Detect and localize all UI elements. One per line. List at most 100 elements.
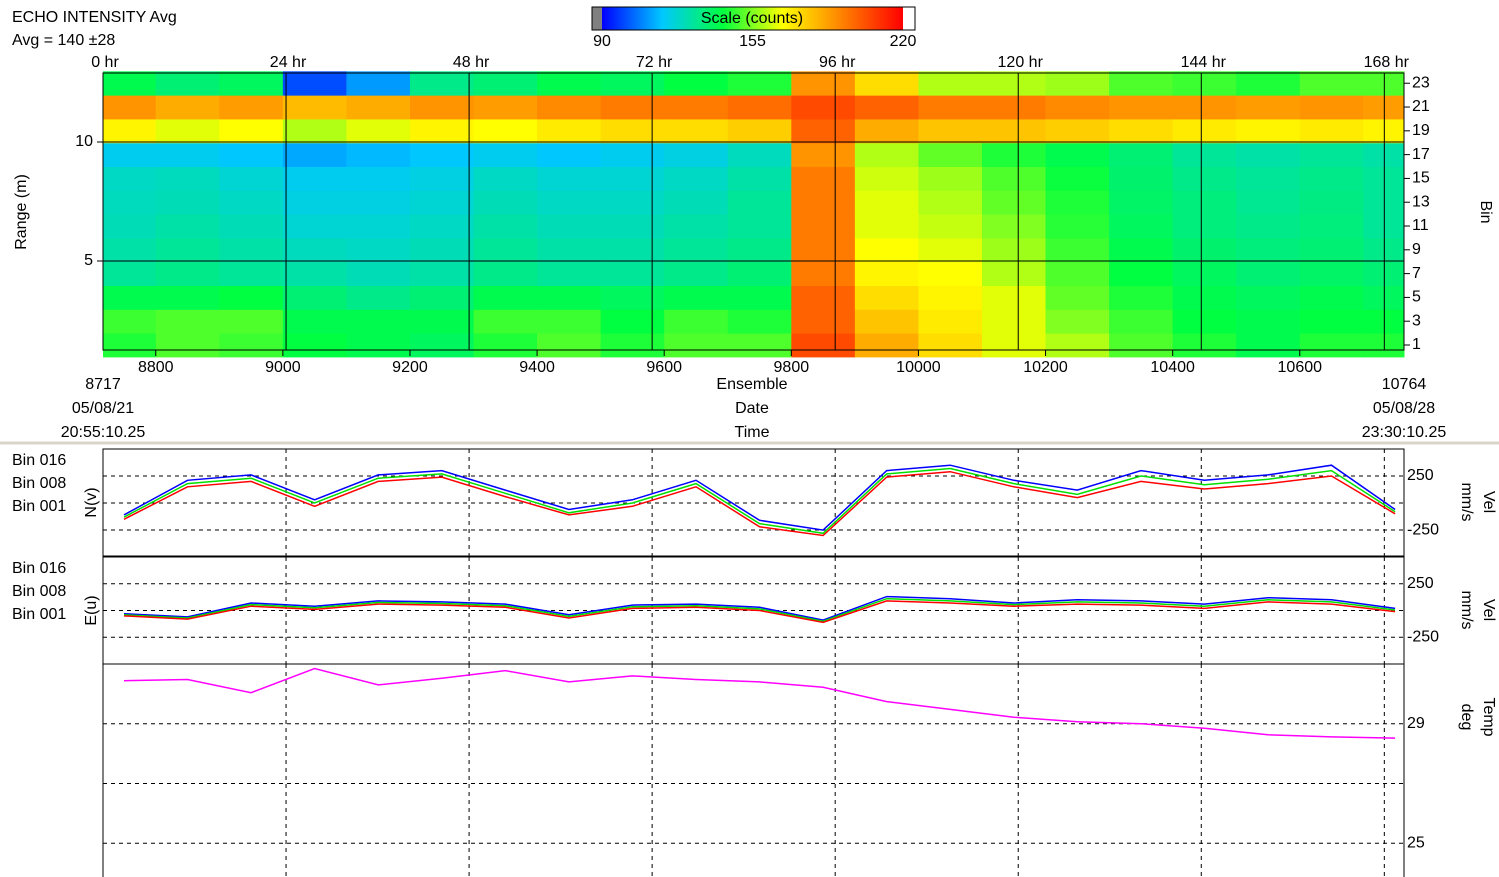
x-tick-label: 8800 — [138, 359, 174, 376]
heat-cell — [103, 309, 156, 333]
heat-cell — [982, 71, 1046, 95]
hour-tick-label: 0 hr — [91, 54, 119, 71]
hour-tick-label: 72 hr — [636, 54, 673, 71]
right-axis-label: Vel — [1480, 599, 1497, 621]
hour-tick-label: 120 hr — [998, 54, 1044, 71]
heat-cell — [283, 214, 347, 238]
heat-cell — [1236, 119, 1300, 143]
hour-tick-label: 24 hr — [270, 54, 307, 71]
heat-cell — [1046, 143, 1110, 167]
heat-cell — [601, 286, 665, 310]
heat-cell — [601, 190, 665, 214]
end-date: 05/08/28 — [1373, 400, 1435, 417]
heat-cell — [346, 262, 410, 286]
heat-cell — [791, 190, 855, 214]
bin-tick-label: 23 — [1412, 74, 1430, 91]
start-date: 05/08/21 — [72, 400, 134, 417]
heat-cell — [664, 238, 728, 262]
heat-cell — [1300, 95, 1364, 119]
heat-cell — [601, 167, 665, 191]
heat-cell — [410, 95, 474, 119]
heat-cell — [283, 333, 347, 357]
heat-cell — [103, 95, 156, 119]
legend-entry: Bin 016 — [12, 452, 66, 469]
heat-cell — [1109, 333, 1173, 357]
legend-entry: Bin 001 — [12, 498, 66, 515]
screen: ECHO INTENSITY Avg Avg = 140 ±28 0 hr24 … — [0, 0, 1499, 877]
heat-cell — [1173, 262, 1237, 286]
heat-cell — [728, 143, 792, 167]
right-axis-label: Vel — [1480, 491, 1497, 513]
y-tick-label: 250 — [1407, 467, 1434, 484]
heat-cell — [855, 214, 919, 238]
heat-cell — [1300, 143, 1364, 167]
heat-cell — [855, 286, 919, 310]
legend-entry: Bin 008 — [12, 583, 66, 600]
heat-cell — [918, 333, 982, 357]
y-axis-label: N(v) — [83, 487, 100, 517]
heat-cell — [728, 119, 792, 143]
heat-cell — [156, 333, 220, 357]
heat-cell — [346, 95, 410, 119]
heat-cell — [1236, 238, 1300, 262]
heat-cell — [982, 167, 1046, 191]
heat-cell — [791, 309, 855, 333]
y-tick-label: 29 — [1407, 715, 1425, 732]
heat-cell — [156, 309, 220, 333]
y-tick-label: 250 — [1407, 575, 1434, 592]
heat-cell — [283, 309, 347, 333]
heat-cell — [1173, 190, 1237, 214]
heat-cell — [728, 309, 792, 333]
heat-cell — [1109, 309, 1173, 333]
bin-tick-label: 7 — [1412, 265, 1421, 282]
heat-cell — [1236, 214, 1300, 238]
x-tick-label: 9800 — [774, 359, 810, 376]
heat-cell — [219, 119, 283, 143]
heat-cell — [283, 262, 347, 286]
heat-cell — [1236, 167, 1300, 191]
heat-cell — [103, 119, 156, 143]
heat-cell — [537, 214, 601, 238]
heat-cell — [1236, 286, 1300, 310]
x-tick-label: 9400 — [519, 359, 555, 376]
heat-cell — [537, 71, 601, 95]
y-tick-label: 25 — [1407, 834, 1425, 851]
heat-cell — [103, 262, 156, 286]
heat-cell — [283, 238, 347, 262]
legend-entry: Bin 001 — [12, 606, 66, 623]
heat-cell — [219, 286, 283, 310]
heat-cell — [791, 119, 855, 143]
hour-tick-label: 96 hr — [819, 54, 856, 71]
heat-cell — [103, 71, 156, 95]
colorbar-below — [592, 7, 602, 30]
y-axis-label: Range (m) — [13, 174, 30, 250]
y-tick-label: 10 — [75, 133, 93, 150]
heat-cell — [982, 238, 1046, 262]
heat-cell — [1300, 190, 1364, 214]
heat-cell — [537, 95, 601, 119]
heat-cell — [219, 309, 283, 333]
subtitle: Avg = 140 ±28 — [12, 32, 115, 49]
heat-cell — [103, 286, 156, 310]
hour-tick-label: 48 hr — [453, 54, 490, 71]
heat-cell — [283, 190, 347, 214]
heat-cell — [103, 238, 156, 262]
heat-cell — [410, 262, 474, 286]
heat-cell — [728, 214, 792, 238]
heat-cell — [1046, 333, 1110, 357]
heat-cell — [474, 309, 538, 333]
heat-cell — [103, 214, 156, 238]
heat-cell — [1173, 238, 1237, 262]
heat-cell — [1173, 214, 1237, 238]
heat-cell — [156, 143, 220, 167]
heat-cell — [791, 214, 855, 238]
heat-cell — [791, 262, 855, 286]
heat-cell — [410, 238, 474, 262]
heat-cell — [918, 95, 982, 119]
colorbar-tick-label: 220 — [890, 33, 917, 50]
heat-cell — [791, 238, 855, 262]
heat-cell — [855, 71, 919, 95]
x-axis-label: Date — [735, 400, 769, 417]
heat-cell — [601, 71, 665, 95]
heat-cell — [664, 95, 728, 119]
